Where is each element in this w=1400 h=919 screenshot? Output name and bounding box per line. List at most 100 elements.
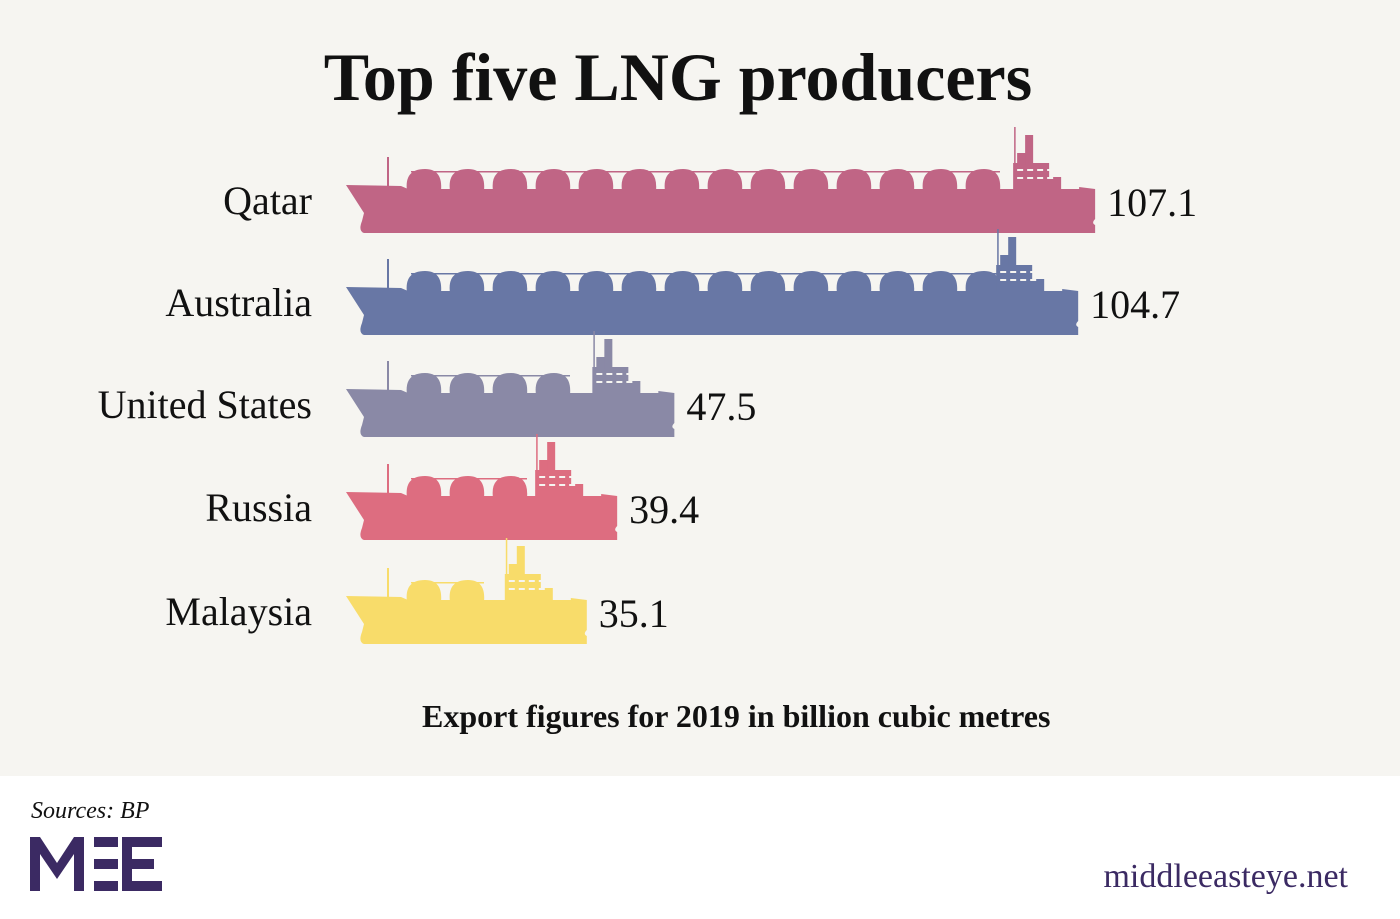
lng-tank-dome [492, 373, 528, 395]
ship-window [549, 476, 556, 478]
ship-window [1027, 169, 1034, 171]
ship-hull [346, 596, 587, 644]
ship-hull [346, 389, 675, 437]
ship-bar-malaysia [346, 538, 587, 644]
ship-mast [387, 259, 389, 289]
dome-rail [411, 273, 1000, 275]
ship-rear-mast [505, 538, 508, 588]
value-label: 107.1 [1107, 180, 1197, 225]
lng-tank-dome [664, 169, 700, 191]
dome-rail [411, 582, 484, 584]
category-label: Malaysia [165, 589, 312, 634]
ship-window [508, 588, 515, 590]
ship-window [559, 476, 566, 478]
ship-window [528, 588, 535, 590]
ship-mast [387, 361, 389, 391]
ship-bar-australia [346, 229, 1079, 335]
lng-tank-dome [879, 169, 915, 191]
lng-tank-dome [449, 580, 485, 602]
value-label: 39.4 [629, 487, 699, 532]
ship-hull [346, 287, 1079, 335]
lng-tank-dome [535, 169, 571, 191]
ship-window [1047, 169, 1054, 171]
lng-tank-dome [836, 271, 872, 293]
ship-window [1000, 279, 1007, 281]
lng-tank-dome [965, 271, 1001, 293]
lng-tank-dome [664, 271, 700, 293]
ship-window [606, 373, 613, 375]
lng-tank-dome [836, 169, 872, 191]
ship-rear-mast [1014, 127, 1016, 177]
ship-mast [387, 157, 389, 187]
ship-window [569, 476, 576, 478]
mee-logo [30, 837, 162, 891]
dome-rail [411, 375, 570, 377]
ship-window [1030, 271, 1037, 273]
category-label: United States [98, 382, 312, 427]
ship-window [539, 476, 546, 478]
lng-tank-dome [879, 271, 915, 293]
lng-tank-dome [707, 271, 743, 293]
lng-tank-dome [750, 271, 786, 293]
ship-funnel [547, 442, 556, 472]
ship-window [1020, 271, 1027, 273]
lng-tank-dome [406, 580, 442, 602]
ship-window [539, 484, 546, 486]
ship-window [1017, 169, 1024, 171]
lng-tank-dome [578, 169, 614, 191]
lng-tank-dome [449, 169, 485, 191]
lng-tank-dome [492, 271, 528, 293]
lng-tank-dome [965, 169, 1001, 191]
ship-window [596, 381, 603, 383]
ship-bar-chart: Qatar 107.1 Australia 104.7 United States 47.… [98, 127, 1197, 644]
ship-funnel [604, 339, 613, 369]
ship-bar-russia [346, 434, 618, 540]
ship-window [616, 373, 623, 375]
ship-window [1047, 177, 1054, 179]
ship-bridge [592, 367, 641, 393]
lng-tank-dome [793, 271, 829, 293]
lng-tank-dome [535, 373, 571, 395]
lng-tank-dome [922, 169, 958, 191]
chart-area: Top five LNG producers Qatar 107.1 Austral… [0, 0, 1400, 776]
ship-window [538, 580, 545, 582]
lng-tank-dome [922, 271, 958, 293]
website-link[interactable]: middleeasteye.net [1103, 858, 1348, 895]
ship-window [1000, 271, 1007, 273]
value-label: 104.7 [1090, 282, 1180, 327]
ship-window [538, 588, 545, 590]
ship-window [559, 484, 566, 486]
ship-window [616, 381, 623, 383]
category-label: Russia [205, 485, 312, 530]
lng-tank-dome [621, 271, 657, 293]
ship-window [606, 381, 613, 383]
ship-window [1037, 169, 1044, 171]
ship-funnel [1008, 237, 1017, 267]
dome-rail [411, 171, 1000, 173]
ship-window [596, 373, 603, 375]
lng-tank-dome [406, 271, 442, 293]
value-label: 35.1 [599, 591, 669, 636]
lng-tank-dome [449, 271, 485, 293]
lng-tank-dome [793, 169, 829, 191]
ship-window [528, 580, 535, 582]
ship-window [1027, 177, 1034, 179]
lng-tank-dome [492, 476, 528, 498]
ship-window [1017, 177, 1024, 179]
lng-tank-dome [449, 476, 485, 498]
ship-window [1030, 279, 1037, 281]
ship-bar-qatar [346, 127, 1096, 233]
ship-bar-united-states [346, 331, 675, 437]
ship-bridge [535, 470, 584, 496]
ship-window [518, 588, 525, 590]
ship-window [508, 580, 515, 582]
ship-mast [387, 464, 389, 494]
sources-note: Sources: BP [31, 798, 150, 824]
ship-hull [346, 185, 1096, 233]
lng-tank-dome [750, 169, 786, 191]
ship-hull [346, 492, 618, 540]
lng-tank-dome [406, 476, 442, 498]
ship-rear-mast [536, 434, 538, 484]
ship-window [569, 484, 576, 486]
ship-rear-mast [997, 229, 999, 279]
